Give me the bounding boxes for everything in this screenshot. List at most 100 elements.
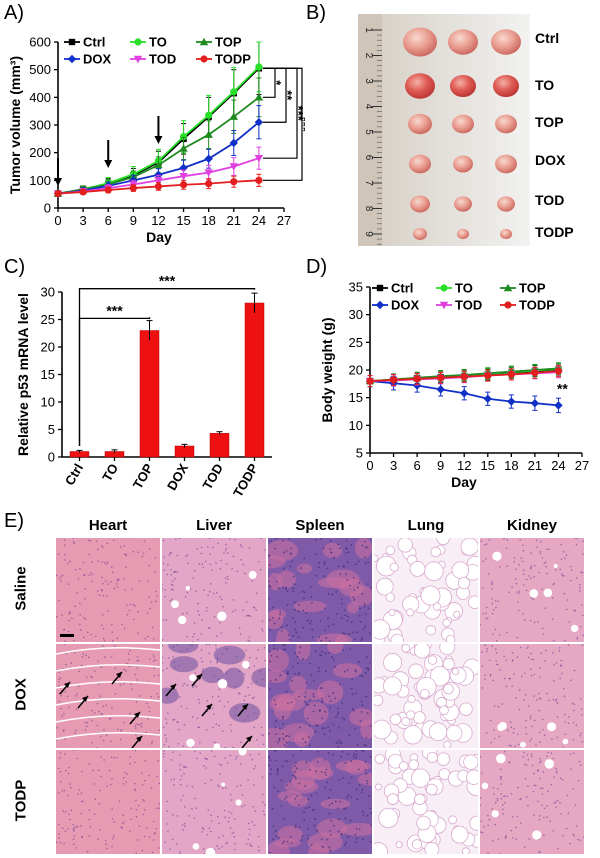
bar-top [139,320,160,458]
nucleus [501,703,504,705]
nucleus [60,694,63,697]
nucleus [106,542,109,545]
lesion-arrow-head [134,712,140,718]
red-pulp [317,577,352,589]
alveolus [443,683,454,695]
nucleus [495,660,498,662]
nucleus [63,712,65,715]
nucleus [327,725,330,728]
nucleus [503,538,505,540]
nucleus [63,789,66,792]
nucleus [523,698,525,701]
nucleus [345,547,348,550]
nucleus [536,546,538,549]
arrow-head [154,136,163,144]
nucleus [494,801,497,804]
significance-label: *** [296,117,305,133]
nucleus [343,718,346,721]
nucleus [158,729,160,732]
nucleus [192,577,195,579]
nucleus [298,782,301,785]
nucleus [78,789,81,792]
nucleus [344,843,346,846]
nucleus [213,755,216,758]
nucleus [262,743,265,745]
significance-brackets: ****** [78,273,256,446]
nucleus [59,841,62,844]
legend-marker [503,283,513,292]
nucleus [366,814,369,817]
x-axis-label: Day [451,474,477,490]
nucleus [334,800,337,803]
nucleus [143,800,145,802]
nucleus [562,550,565,553]
nucleus [298,826,301,829]
histology-image [56,644,160,748]
nucleus [337,818,340,821]
nucleus [89,826,92,828]
nucleus [100,624,103,626]
nucleus [216,635,218,637]
nucleus [114,693,117,695]
nucleus [489,719,492,722]
nucleus [514,745,516,748]
nucleus [201,830,203,833]
nucleus [496,663,499,666]
nucleus [315,724,318,727]
nucleus [82,561,85,564]
nucleus [547,751,550,754]
nucleus [140,722,143,725]
nucleus [111,566,113,568]
data-point [179,133,188,141]
nucleus [206,833,208,836]
nucleus [191,785,194,788]
nucleus [272,606,274,609]
nucleus [563,592,566,595]
nucleus [325,644,328,646]
nucleus [86,631,89,634]
nucleus [67,583,70,585]
nucleus [511,685,514,688]
red-pulp [355,538,372,559]
nucleus [150,787,153,789]
red-pulp [269,609,286,620]
nucleus [497,705,500,708]
nucleus [486,648,488,650]
nucleus [560,558,563,560]
x-tick-label: DOX [164,461,191,493]
nucleus [282,737,285,740]
nucleus [581,713,583,716]
nucleus [304,695,307,698]
legend-marker [67,54,77,64]
tumor [452,114,474,134]
alveolus [385,592,395,602]
nucleus [153,656,155,658]
nucleus [333,556,335,559]
nucleus [284,759,287,762]
nucleus [94,670,96,673]
infiltrate [168,644,199,654]
nucleus [489,673,492,676]
nucleus [64,753,66,755]
histology-image [268,750,372,854]
nucleus [67,562,69,565]
nucleus [336,741,339,743]
nucleus [112,837,114,840]
nucleus [279,674,282,677]
nucleus [551,618,554,621]
alveolus [436,752,451,766]
nucleus [282,648,285,651]
nucleus [346,796,348,799]
tumor [453,155,473,173]
nucleus [68,610,71,613]
histology-image [480,750,584,854]
nucleus [516,815,519,818]
nucleus [90,580,93,583]
nucleus [503,655,505,658]
nucleus [84,721,87,724]
nucleus [530,658,533,661]
legend-label: TODP [519,298,555,313]
nucleus [176,721,179,723]
alveolus [406,608,415,617]
nucleus [559,777,562,779]
